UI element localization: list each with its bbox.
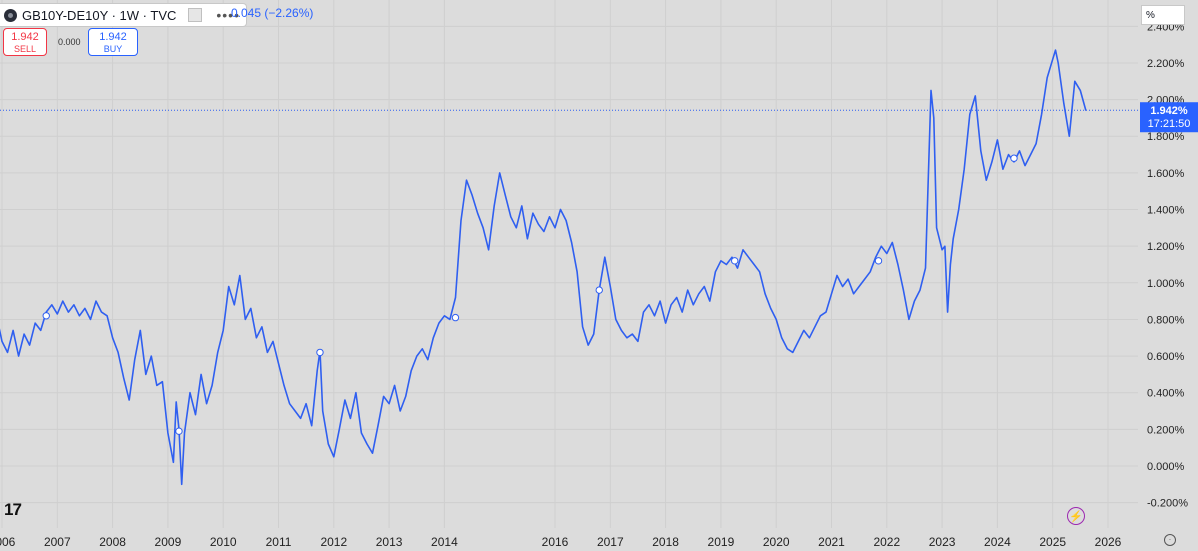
y-tick-label: 0.600% [1147,351,1185,363]
event-marker [731,257,739,265]
x-tick-label: 2013 [376,535,403,549]
price-change: 0.045 (−2.26%) [231,6,314,20]
x-tick-label: 2025 [1039,535,1066,549]
event-marker [42,312,50,320]
y-tick-label: 1.400% [1147,205,1185,217]
y-tick-label: 2.200% [1147,58,1185,70]
series-line [0,49,1087,486]
y-tick-label: -0.200% [1147,498,1188,510]
x-tick-label: 2024 [984,535,1011,549]
event-marker [451,313,460,322]
symbol-legend[interactable]: GB10Y-DE10Y · 1W · TVC •••• [0,3,247,27]
x-tick-label: 2022 [873,535,900,549]
x-tick-label: 2009 [155,535,182,549]
gear-icon[interactable]: · [1164,534,1176,546]
x-tick-label: 2012 [320,535,347,549]
x-tick-label: 2026 [1095,535,1122,549]
event-marker [175,427,183,435]
x-tick-label: 2007 [44,535,71,549]
symbol-label: GB10Y-DE10Y · 1W · TVC [22,7,177,23]
x-tick-label: 2021 [818,535,845,549]
x-tick-label: 2020 [763,535,790,549]
y-tick-label: 1.200% [1147,241,1185,253]
y-tick-label: 1.600% [1147,168,1185,180]
sell-button[interactable]: 1.942 SELL [3,28,47,56]
spread-value: 0.000 [58,37,81,47]
tradingview-logo-icon[interactable]: 17 [4,500,22,519]
y-tick-label: 0.200% [1147,424,1185,436]
x-tick-label: 2010 [210,535,237,549]
x-tick-label: 2017 [597,535,624,549]
countdown-timer: 17:21:50 [1148,118,1191,130]
x-tick-label: 2006 [0,535,16,549]
buy-price: 1.942 [99,31,127,43]
event-marker [595,286,603,294]
sell-label: SELL [13,44,37,54]
event-marker [1010,154,1018,162]
x-tick-label: 2018 [652,535,679,549]
x-tick-label: 2011 [266,535,292,549]
symbol-logo-icon [4,8,17,22]
event-marker [874,257,883,265]
y-tick-label: 0.400% [1147,388,1185,400]
x-tick-label: 2019 [708,535,735,549]
buy-button[interactable]: 1.942 BUY [88,28,138,56]
last-price-badge [1140,102,1198,133]
event-marker [316,348,324,357]
x-tick-label: 2014 [431,535,458,549]
flag-icon[interactable] [188,8,203,22]
x-tick-label: 2016 [542,535,569,549]
more-dots-icon[interactable]: •••• [216,7,240,23]
y-tick-label: 1.800% [1147,131,1185,143]
sell-price: 1.942 [11,31,39,43]
x-tick-label: 2008 [99,535,126,549]
y-tick-label: 0.800% [1147,314,1185,326]
y-tick-label: 1.000% [1147,278,1185,290]
x-tick-label: 2023 [929,535,956,549]
last-price-value: 1.942% [1150,105,1188,117]
lightning-icon[interactable]: ⚡ [1067,507,1085,525]
buy-label: BUY [103,44,123,54]
y-tick-label: 0.000% [1147,461,1185,473]
scale-unit-selector[interactable]: % [1141,5,1185,25]
